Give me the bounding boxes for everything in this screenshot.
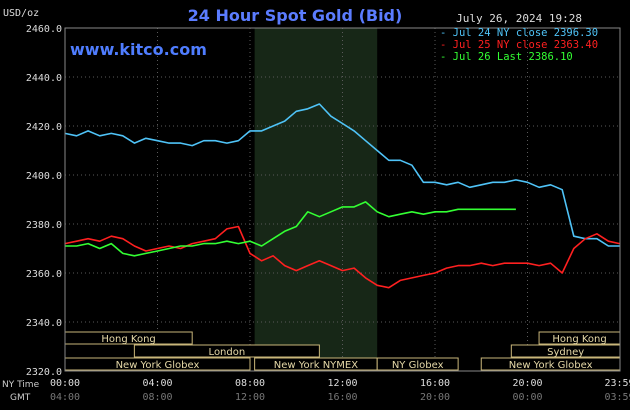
y-tick-label: 2460.0 <box>26 24 62 35</box>
x-tick-ny: 16:00 <box>420 378 450 389</box>
x-tick-ny: 20:00 <box>512 378 542 389</box>
series-line <box>64 103 620 247</box>
session-label: London <box>209 347 246 358</box>
y-axis-ticks: 2460.0 2440.0 2420.0 2400.0 2380.0 2360.0 2340… <box>26 24 62 378</box>
session-label: New York Globex <box>509 360 593 371</box>
session-label: Sydney <box>547 347 584 358</box>
x-tick-ny: 04:00 <box>142 378 172 389</box>
y-tick-label: 2380.0 <box>26 220 62 231</box>
x-tick-ny: 23:59 <box>604 378 630 389</box>
session-label: Hong Kong <box>552 334 606 345</box>
y-tick-label: 2400.0 <box>26 171 62 182</box>
y-tick-label: 2420.0 <box>26 122 62 133</box>
session-bar <box>376 357 459 371</box>
y-tick-label: 2340.0 <box>26 318 62 329</box>
chart-title: 24 Hour Spot Gold (Bid) <box>188 6 403 25</box>
session-label: NY Globex <box>392 360 444 371</box>
legend-entry: - Jul 24 NY close 2396.30 <box>440 27 598 39</box>
session-label: New York Globex <box>116 360 200 371</box>
x-tick-gmt: 20:00 <box>420 392 450 403</box>
legend-entry: - Jul 25 NY close 2363.40 <box>440 39 598 51</box>
trading-session-bars: Hong Kong London New York Globex New York N… <box>64 331 621 371</box>
timestamp: July 26, 2024 19:28 <box>456 12 582 25</box>
x-tick-gmt: 16:00 <box>327 392 357 403</box>
price-series <box>64 103 620 289</box>
source-link[interactable]: www.kitco.com <box>70 40 207 59</box>
x-tick-gmt: 00:00 <box>512 392 542 403</box>
y-unit-label: USD/oz <box>3 8 39 19</box>
x-axis-ticks: 00:00 04:00 08:00 12:00 16:00 20:00 23:59 04:00… <box>50 378 630 403</box>
y-tick-label: 2360.0 <box>26 269 62 280</box>
y-tick-label: 2320.0 <box>26 367 62 378</box>
x-tick-gmt: 12:00 <box>235 392 265 403</box>
session-bar <box>133 344 320 358</box>
x-tick-gmt: 04:00 <box>50 392 80 403</box>
x-tick-ny: 00:00 <box>50 378 80 389</box>
legend-entry: - Jul 26 Last 2386.10 <box>440 51 573 63</box>
x-tick-ny: 08:00 <box>235 378 265 389</box>
series-line <box>65 201 516 257</box>
plot-border <box>64 27 621 372</box>
session-label: Hong Kong <box>101 334 155 345</box>
x-row-label-ny: NY Time <box>2 380 40 390</box>
x-tick-gmt: 08:00 <box>142 392 172 403</box>
x-tick-gmt: 03:59 <box>604 392 630 403</box>
legend: - Jul 24 NY close 2396.30- Jul 25 NY clo… <box>440 27 598 63</box>
x-row-label-gmt: GMT <box>10 393 31 403</box>
y-tick-label: 2440.0 <box>26 73 62 84</box>
session-label: New York NYMEX <box>274 360 359 371</box>
nymex-shaded-window <box>254 28 378 371</box>
series-line <box>64 225 620 289</box>
x-tick-ny: 12:00 <box>327 378 357 389</box>
